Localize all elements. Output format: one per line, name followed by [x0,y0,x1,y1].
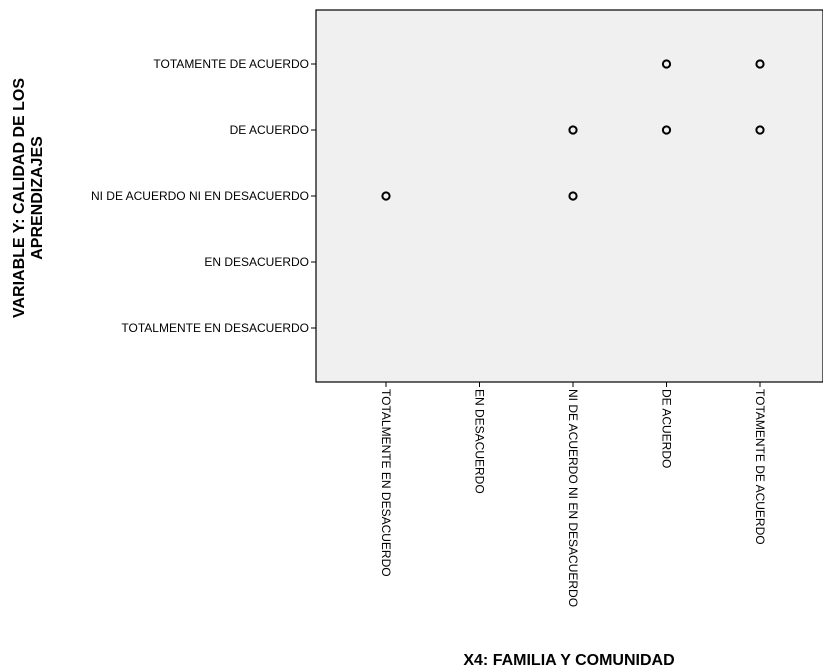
y-axis-title-line1: VARIABLE Y: CALIDAD DE LOS [11,78,28,318]
y-tick-label: EN DESACUERDO [204,255,309,269]
data-point [568,125,578,135]
x-tick-label: TOTAMENTE DE ACUERDO [753,389,767,545]
data-point [755,59,765,69]
data-point [661,59,672,69]
y-tick-label: TOTAMENTE DE ACUERDO [153,57,309,71]
x-tick-label: DE ACUERDO [660,389,674,468]
data-point [381,191,391,201]
data-point [755,125,765,135]
x-tick-label: EN DESACUERDO [473,389,487,494]
x-axis: TOTALMENTE EN DESACUERDO EN DESACUERDO NI … [379,382,767,607]
x-tick-label: TOTALMENTE EN DESACUERDO [379,389,393,577]
y-axis-title-line2: APRENDIZAJES [29,136,46,260]
x-tick-label: NI DE ACUERDO NI EN DESACUERDO [566,389,580,607]
y-tick-label: DE ACUERDO [230,123,309,137]
data-point [661,125,672,135]
y-tick-label: TOTALMENTE EN DESACUERDO [121,321,309,335]
data-point [568,191,578,201]
y-axis: TOTALMENTE EN DESACUERDO EN DESACUERDO NI … [91,57,316,335]
y-tick-label: NI DE ACUERDO NI EN DESACUERDO [91,189,309,203]
data-points [381,59,765,201]
x-axis-title: X4: FAMILIA Y COMUNIDAD [463,652,674,667]
